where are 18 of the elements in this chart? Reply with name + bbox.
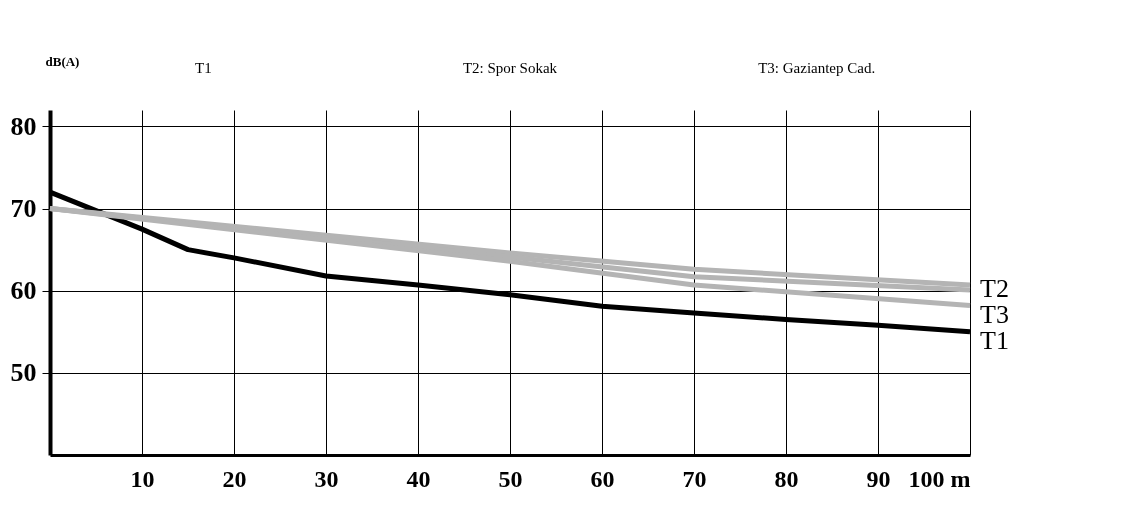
text: T3: Gaziantep Cad. — [758, 60, 876, 76]
x-tick-label: 40 — [406, 465, 431, 492]
x-tick-label: 90 — [866, 465, 891, 492]
y-axis-title: dB(A) — [45, 53, 80, 69]
y-tick-label: 60 — [10, 276, 37, 306]
x-tick-label: 30 — [314, 465, 339, 492]
x-tick-label: 60 — [590, 465, 615, 492]
x-tick-label: 10 — [130, 465, 155, 492]
x-tick-label: 70 — [682, 465, 707, 492]
x-tick-label: 100 m — [908, 465, 971, 492]
y-tick-label: 50 — [10, 358, 37, 388]
x-tick-label: 80 — [774, 465, 799, 492]
x-tick-label: 50 — [498, 465, 523, 492]
y-tick-label: 70 — [10, 194, 37, 224]
text: T2: Spor Sokak — [462, 60, 558, 76]
y-tick-label: 80 — [10, 111, 37, 141]
text: T1 — [195, 60, 212, 76]
x-tick-label: 20 — [222, 465, 247, 492]
